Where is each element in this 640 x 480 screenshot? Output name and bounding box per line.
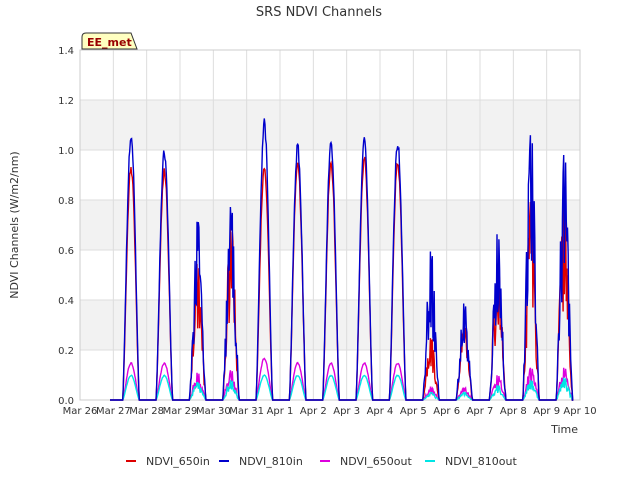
y-tick-label: 0.6 — [58, 246, 74, 257]
x-tick-label: Apr 6 — [433, 406, 460, 417]
legend-label: NDVI_650in — [146, 455, 210, 468]
background-band — [80, 100, 580, 150]
y-tick-label: 0.0 — [58, 396, 74, 407]
series-layer — [110, 118, 574, 401]
y-tick-label: 1.4 — [58, 46, 74, 57]
chart-title: SRS NDVI Channels — [256, 5, 382, 20]
plot-area — [79, 49, 581, 401]
x-tick-label: Mar 29 — [163, 406, 198, 417]
x-axis-label: Time — [550, 423, 578, 436]
legend-label: NDVI_650out — [340, 455, 412, 468]
x-tick-label: Mar 28 — [129, 406, 164, 417]
y-tick-label: 1.0 — [58, 146, 74, 157]
y-tick-label: 0.4 — [58, 296, 74, 307]
background-band — [80, 200, 580, 250]
x-tick-label: Apr 9 — [533, 406, 560, 417]
x-tick-label: Apr 8 — [500, 406, 527, 417]
x-tick-label: Mar 30 — [196, 406, 231, 417]
background-bands — [80, 100, 580, 350]
y-tick-label: 1.2 — [58, 96, 74, 107]
x-tick-label: Apr 3 — [333, 406, 360, 417]
legend: NDVI_650in NDVI_810in NDVI_650out NDVI_810o… — [126, 455, 517, 468]
x-tick-label: Mar 26 — [63, 406, 98, 417]
y-tick-labels: 0.0 0.2 0.4 0.6 0.8 1.0 1.2 1.4 — [58, 46, 74, 407]
x-tick-label: Apr 10 — [563, 406, 596, 417]
x-tick-label: Apr 2 — [300, 406, 327, 417]
station-badge-box — [81, 32, 138, 50]
background-band — [80, 300, 580, 350]
y-tick-label: 0.8 — [58, 196, 74, 207]
x-tick-label: Apr 4 — [367, 406, 394, 417]
y-axis-label: NDVI Channels (W/m2/nm) — [8, 151, 21, 298]
grid — [79, 49, 581, 401]
x-tick-label: Mar 27 — [96, 406, 131, 417]
y-tick-label: 0.2 — [58, 346, 74, 357]
x-tick-label: Apr 5 — [400, 406, 427, 417]
legend-label: NDVI_810out — [445, 455, 517, 468]
station-badge-label: EE_met — [87, 36, 132, 49]
series-line-ndvi_810in — [110, 118, 574, 401]
station-badge: EE_met — [81, 32, 138, 50]
x-tick-label: Apr 7 — [467, 406, 494, 417]
x-tick-label: Apr 1 — [267, 406, 294, 417]
legend-label: NDVI_810in — [239, 455, 303, 468]
x-tick-label: Mar 31 — [229, 406, 264, 417]
